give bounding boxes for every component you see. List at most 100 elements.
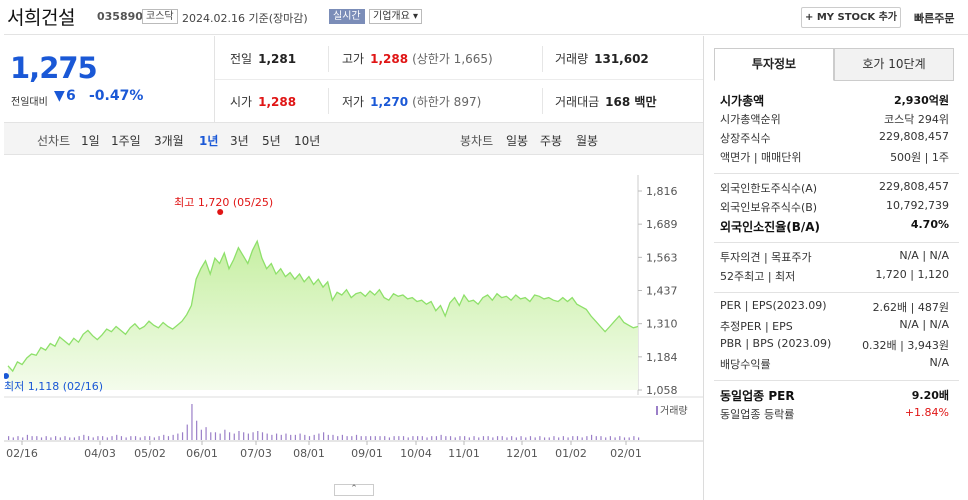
period-3m[interactable]: 3개월: [154, 134, 184, 148]
volume-bar: [290, 434, 292, 440]
period-10y[interactable]: 10년: [294, 134, 321, 148]
min-marker: [4, 373, 9, 379]
volume-bar: [40, 437, 43, 440]
volume-bar: [210, 432, 212, 440]
candle-daily[interactable]: 일봉: [506, 134, 529, 148]
realtime-button[interactable]: 실시간: [329, 9, 365, 24]
period-3y[interactable]: 3년: [230, 134, 249, 148]
info-label: 시가총액: [720, 94, 765, 108]
volume-bar: [219, 433, 221, 440]
volume-bar: [351, 436, 353, 440]
volume-bar: [600, 436, 602, 440]
volume-bar: [638, 437, 640, 440]
divider: [714, 380, 959, 381]
volume-bar: [605, 437, 607, 440]
volume-bar: [567, 437, 569, 440]
volume-bar: [186, 424, 188, 440]
info-value: 1,720 | 1,120: [875, 268, 949, 281]
candle-chart-label[interactable]: 봉차트: [460, 134, 494, 148]
info-label: 투자의견 | 목표주가: [720, 251, 812, 264]
volume-bar: [97, 436, 99, 440]
volume-bar: [233, 433, 235, 440]
volume-bar: [379, 436, 381, 440]
volume-bar: [167, 436, 170, 440]
volume-bar: [318, 433, 320, 440]
volume-bar: [581, 437, 583, 440]
info-row-pbr-bps: PBR | BPS (2023.09) 0.32배 | 3,943원: [720, 337, 949, 356]
info-label: 시가총액순위: [720, 113, 781, 126]
volume-bar: [59, 437, 61, 440]
divider: [328, 46, 329, 72]
volume-bar: [200, 429, 202, 440]
period-bar: 선차트 1일 1주일 3개월 1년 3년 5년 10년 봉차트 일봉 주봉 월봉: [4, 122, 703, 155]
volume-bar: [628, 437, 630, 440]
info-row-foreign-ratio: 외국인소진율(B/A) 4.70%: [720, 218, 949, 237]
volume-bar: [496, 436, 499, 440]
candle-monthly[interactable]: 월봉: [576, 134, 599, 148]
volume-bar: [482, 436, 485, 440]
mystock-add-button[interactable]: + MY STOCK 추가: [801, 7, 901, 28]
tab-invest-info[interactable]: 투자정보: [714, 48, 834, 81]
volume-bar: [26, 434, 29, 440]
volume-bar: [92, 437, 94, 440]
tab-orderbook-10[interactable]: 호가 10단계: [834, 48, 954, 81]
current-price: 1,275: [10, 51, 98, 85]
volume-bar: [539, 436, 541, 440]
volume-bar: [346, 436, 348, 440]
period-1y[interactable]: 1년: [199, 134, 219, 148]
info-value: 10,792,739: [886, 199, 949, 212]
volume-bar: [285, 433, 287, 440]
info-tabs: 투자정보 호가 10단계: [714, 48, 955, 81]
y-tick-label: 1,689: [646, 218, 678, 231]
quick-order-link[interactable]: 빠른주문: [914, 12, 955, 25]
info-value: N/A: [929, 356, 949, 369]
info-label: 추정PER | EPS: [720, 320, 793, 333]
line-chart-label[interactable]: 선차트: [37, 134, 71, 148]
volume-bar: [139, 437, 141, 440]
volume-bar: [337, 436, 339, 440]
y-tick-label: 1,184: [646, 351, 678, 364]
volume-bar: [149, 436, 151, 440]
info-label: 배당수익률: [720, 358, 771, 371]
volume-bar: [445, 436, 447, 440]
period-1w[interactable]: 1주일: [111, 134, 141, 148]
x-tick-label: 06/01: [186, 447, 218, 460]
divider: [328, 88, 329, 114]
candle-weekly[interactable]: 주봉: [540, 134, 563, 148]
price-stats: 전일 1,281 고가 1,288 (상한가 1,665) 거래량 131,602 시가…: [215, 36, 703, 122]
period-5y[interactable]: 5년: [262, 134, 281, 148]
volume-bar: [83, 434, 85, 440]
company-info-dropdown[interactable]: 기업개요 ▾: [369, 9, 422, 24]
info-row-week52-range: 52주최고 | 최저 1,720 | 1,120: [720, 268, 949, 287]
chart-collapse-toggle[interactable]: ⌃: [334, 484, 374, 496]
volume-bar: [529, 436, 532, 440]
info-label: 외국인소진율(B/A): [720, 220, 821, 234]
divider: [542, 88, 543, 114]
x-tick-label: 05/02: [134, 447, 166, 460]
period-1d[interactable]: 1일: [81, 134, 100, 148]
price-summary: 1,275 전일대비 ▼ 6 -0.47%: [4, 36, 214, 122]
volume-bar: [511, 436, 513, 440]
info-row-opinion-target: 투자의견 | 목표주가 N/A | N/A: [720, 249, 949, 268]
volume-bar: [431, 436, 433, 440]
price-chart[interactable]: 1,816 1,689 1,563 1,437 1,310 1,184 1,058 최고 1,…: [4, 155, 703, 500]
volume-bar: [525, 437, 527, 440]
volume-bar: [308, 436, 311, 440]
info-row-market-cap: 시가총액 2,930억원: [720, 92, 949, 111]
info-value: 4.70%: [910, 218, 949, 231]
volume-bar: [520, 436, 522, 440]
info-value: 9.20배: [911, 389, 949, 402]
volume-bar: [487, 436, 489, 440]
volume-bar: [224, 429, 226, 440]
info-row-market-cap-rank: 시가총액순위 코스닥 294위: [720, 111, 949, 130]
info-value: 코스닥 294위: [884, 113, 949, 126]
volume-bar: [402, 436, 405, 440]
volume-bar: [238, 431, 240, 440]
volume-bar: [275, 433, 278, 440]
volume-bar: [633, 436, 635, 440]
volume-bar: [623, 437, 626, 440]
volume-bar: [299, 433, 301, 440]
volume-bar: [384, 436, 386, 440]
volume-bar: [576, 436, 579, 440]
info-row-sector-per: 동일업종 PER 9.20배: [720, 387, 949, 406]
